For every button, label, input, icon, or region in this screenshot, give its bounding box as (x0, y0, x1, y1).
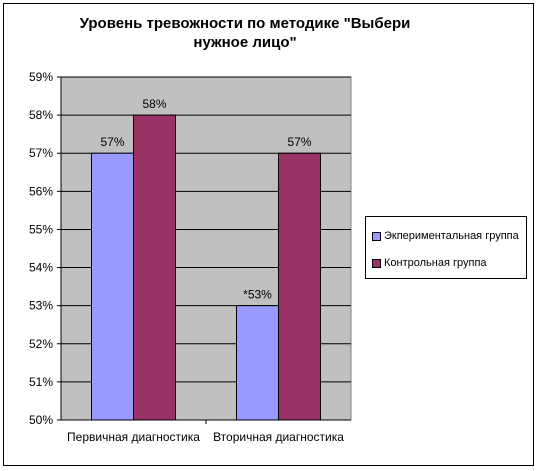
legend-item-control: Контрольная группа (372, 257, 487, 269)
y-tick-label: 57% (29, 146, 53, 160)
y-tick-label: 56% (29, 184, 53, 198)
data-label: 57% (287, 135, 311, 149)
x-category-label: Вторичная диагностика (213, 430, 344, 444)
y-axis-ticks: 50% 51% 52% 53% 54% 55% 56% 57% 58% 59% (29, 70, 351, 427)
x-axis-categories: Первичная диагностика Вторичная диагности… (67, 420, 344, 444)
y-tick-label: 50% (29, 413, 53, 427)
y-tick-label: 59% (29, 70, 53, 84)
legend: Экпериментальная группа Контрольная груп… (365, 216, 527, 279)
legend-item-experimental: Экпериментальная группа (372, 230, 519, 242)
bars (91, 114, 321, 421)
y-tick-label: 53% (29, 299, 53, 313)
y-tick-label: 51% (29, 375, 53, 389)
y-tick-label: 55% (29, 222, 53, 236)
y-tick-label: 58% (29, 108, 53, 122)
x-category-label: Первичная диагностика (67, 430, 200, 444)
legend-label-experimental: Экпериментальная группа (384, 230, 519, 242)
bar-control (278, 152, 321, 421)
legend-swatch-control (372, 258, 381, 268)
data-labels: 57% 58% *53% 57% (100, 97, 311, 302)
bar-experimental (91, 152, 134, 421)
bar-experimental (236, 305, 279, 421)
y-tick-label: 52% (29, 337, 53, 351)
chart-title: Уровень тревожности по методике "Выбери … (79, 15, 411, 51)
data-label: *53% (243, 288, 272, 302)
data-label: 58% (142, 97, 166, 111)
y-tick-label: 54% (29, 261, 53, 275)
legend-swatch-experimental (372, 231, 381, 241)
legend-label-control: Контрольная группа (384, 257, 487, 269)
bar-control (133, 114, 176, 421)
data-label: 57% (100, 135, 124, 149)
